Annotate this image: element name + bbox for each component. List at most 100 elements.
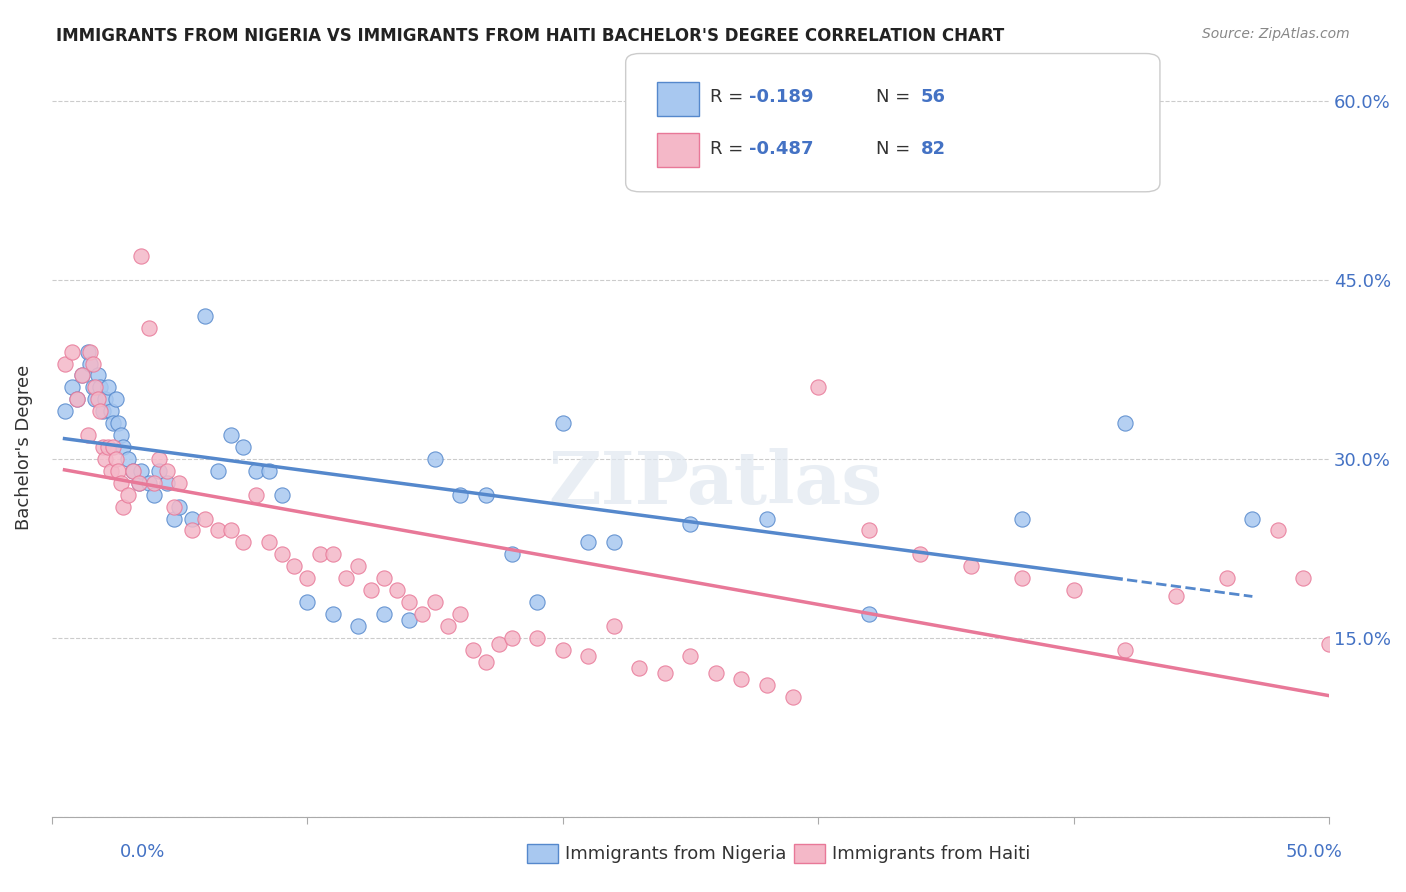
Point <box>107 464 129 478</box>
Point <box>232 440 254 454</box>
Text: R =: R = <box>710 140 749 158</box>
Point <box>97 380 120 394</box>
Point <box>910 547 932 561</box>
Point <box>169 500 191 514</box>
Point <box>385 582 408 597</box>
Point <box>322 547 344 561</box>
Text: N =: N = <box>876 88 915 106</box>
Point <box>87 368 110 383</box>
Point <box>283 559 305 574</box>
Point <box>194 511 217 525</box>
Point <box>84 392 107 407</box>
Point <box>53 357 76 371</box>
Text: R =: R = <box>710 88 749 106</box>
Point <box>1063 582 1085 597</box>
Point <box>89 380 111 394</box>
Point <box>219 524 242 538</box>
Point <box>72 368 94 383</box>
Point <box>1241 511 1264 525</box>
Point <box>398 613 420 627</box>
Point <box>79 357 101 371</box>
Point <box>603 535 626 549</box>
Point <box>128 475 150 490</box>
Point <box>450 488 472 502</box>
Point <box>1164 589 1187 603</box>
Point <box>475 655 498 669</box>
Point <box>100 464 122 478</box>
Point <box>219 428 242 442</box>
Point <box>82 357 104 371</box>
Point <box>245 464 267 478</box>
Point <box>181 511 204 525</box>
Point <box>60 380 83 394</box>
Point <box>960 559 983 574</box>
Point <box>142 488 165 502</box>
Point <box>782 690 804 705</box>
Point <box>501 547 523 561</box>
Point <box>60 344 83 359</box>
Point <box>858 524 880 538</box>
Point <box>257 535 280 549</box>
Point <box>270 488 292 502</box>
Point <box>112 440 135 454</box>
Point <box>347 559 370 574</box>
Point <box>858 607 880 621</box>
Point <box>1343 642 1365 657</box>
Point <box>295 571 318 585</box>
Point <box>181 524 204 538</box>
Text: Source: ZipAtlas.com: Source: ZipAtlas.com <box>1202 27 1350 41</box>
Point <box>360 582 382 597</box>
Point <box>347 619 370 633</box>
Text: 0.0%: 0.0% <box>120 843 165 861</box>
Point <box>128 475 150 490</box>
Point <box>207 464 229 478</box>
Point <box>730 673 752 687</box>
Y-axis label: Bachelor's Degree: Bachelor's Degree <box>15 364 32 530</box>
Point <box>232 535 254 549</box>
Point <box>94 392 117 407</box>
Point <box>138 475 160 490</box>
Point <box>295 595 318 609</box>
Point <box>104 451 127 466</box>
Point <box>66 392 89 407</box>
Point <box>100 404 122 418</box>
Point <box>101 440 124 454</box>
Point <box>475 488 498 502</box>
Point <box>398 595 420 609</box>
Point <box>101 416 124 430</box>
Point <box>1011 511 1033 525</box>
Point <box>450 607 472 621</box>
Text: -0.189: -0.189 <box>749 88 814 106</box>
Point <box>207 524 229 538</box>
Point <box>129 249 152 263</box>
Point <box>117 488 139 502</box>
Point <box>89 404 111 418</box>
Point <box>1369 714 1392 728</box>
Point <box>1292 571 1315 585</box>
Point <box>1216 571 1239 585</box>
Point <box>117 451 139 466</box>
Point <box>411 607 433 621</box>
Point <box>112 500 135 514</box>
Point <box>82 380 104 394</box>
Point <box>423 451 446 466</box>
Point <box>163 500 186 514</box>
Text: Immigrants from Haiti: Immigrants from Haiti <box>832 845 1031 863</box>
Point <box>142 475 165 490</box>
Point <box>373 571 395 585</box>
Point <box>156 475 179 490</box>
Point <box>163 511 186 525</box>
Text: IMMIGRANTS FROM NIGERIA VS IMMIGRANTS FROM HAITI BACHELOR'S DEGREE CORRELATION C: IMMIGRANTS FROM NIGERIA VS IMMIGRANTS FR… <box>56 27 1004 45</box>
Point <box>1011 571 1033 585</box>
Text: N =: N = <box>876 140 915 158</box>
Point <box>576 648 599 663</box>
Point <box>807 380 830 394</box>
Point <box>309 547 332 561</box>
Point <box>628 660 651 674</box>
Point <box>97 440 120 454</box>
Point <box>122 464 145 478</box>
Point <box>1114 642 1136 657</box>
Point <box>322 607 344 621</box>
Point <box>91 404 114 418</box>
Point <box>551 416 574 430</box>
